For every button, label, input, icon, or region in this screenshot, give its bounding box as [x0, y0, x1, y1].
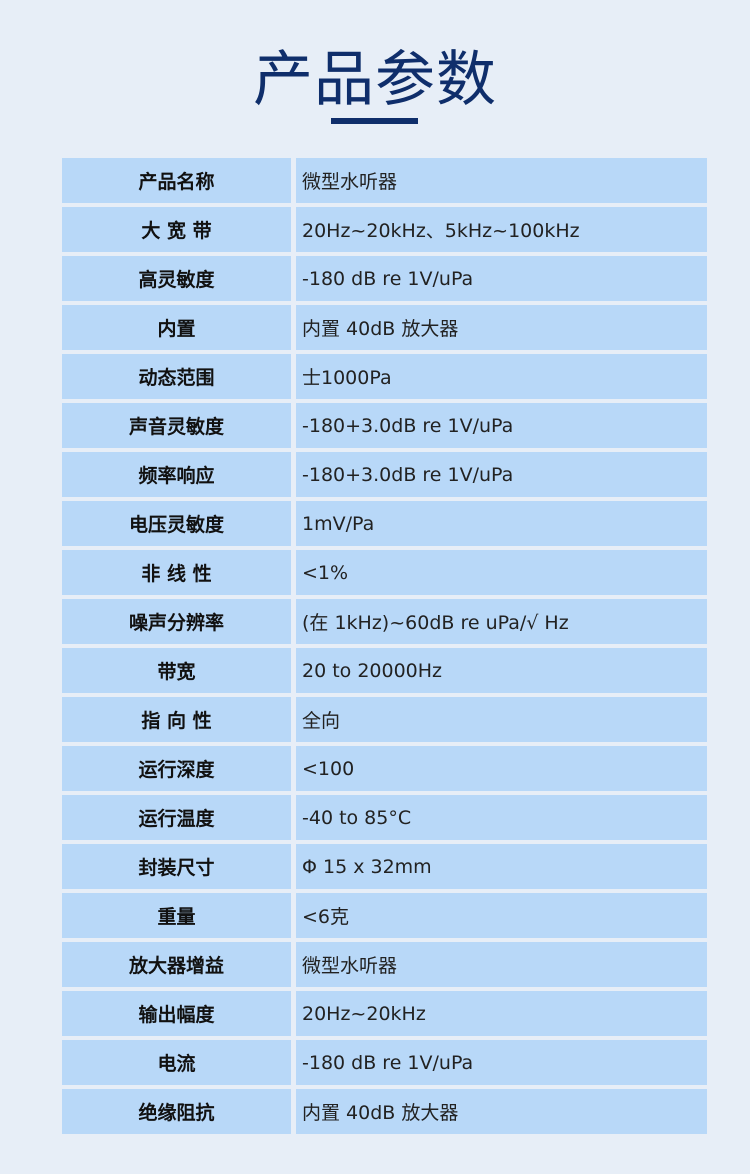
spec-label: 声音灵敏度: [62, 403, 291, 448]
spec-row: 指 向 性全向: [62, 697, 707, 742]
spec-value: -40 to 85°C: [296, 795, 707, 840]
spec-label: 放大器增益: [62, 942, 291, 987]
spec-value: 士1000Pa: [296, 354, 707, 399]
spec-label: 重量: [62, 893, 291, 938]
spec-row: 内置 内置 40dB 放大器: [62, 305, 707, 350]
spec-label: 运行温度: [62, 795, 291, 840]
spec-row: 频率响应 -180+3.0dB re 1V/uPa: [62, 452, 707, 497]
spec-label: 产品名称: [62, 158, 291, 203]
spec-label: 频率响应: [62, 452, 291, 497]
spec-row: 绝缘阻抗 内置 40dB 放大器: [62, 1089, 707, 1134]
spec-value: (在 1kHz)~60dB re uPa/√ Hz: [296, 599, 707, 644]
spec-value: -180+3.0dB re 1V/uPa: [296, 403, 707, 448]
spec-row: 运行温度 -40 to 85°C: [62, 795, 707, 840]
spec-row: 运行深度 <100: [62, 746, 707, 791]
spec-row: 噪声分辨率 (在 1kHz)~60dB re uPa/√ Hz: [62, 599, 707, 644]
spec-row: 非 线 性 <1%: [62, 550, 707, 595]
spec-label: 封装尺寸: [62, 844, 291, 889]
spec-label: 非 线 性: [62, 550, 291, 595]
spec-label: 大 宽 带: [62, 207, 291, 252]
spec-value: -180 dB re 1V/uPa: [296, 256, 707, 301]
spec-row: 重量 <6克: [62, 893, 707, 938]
spec-value: Φ 15 x 32mm: [296, 844, 707, 889]
spec-label: 高灵敏度: [62, 256, 291, 301]
spec-value: 微型水听器: [296, 158, 707, 203]
spec-value: <6克: [296, 893, 707, 938]
spec-value: 20Hz~20kHz: [296, 991, 707, 1036]
spec-label: 电流: [62, 1040, 291, 1085]
spec-value: 全向: [296, 697, 707, 742]
spec-row: 输出幅度 20Hz~20kHz: [62, 991, 707, 1036]
spec-value: 1mV/Pa: [296, 501, 707, 546]
spec-row: 高灵敏度 -180 dB re 1V/uPa: [62, 256, 707, 301]
spec-value: 微型水听器: [296, 942, 707, 987]
spec-row: 动态范围 士1000Pa: [62, 354, 707, 399]
spec-table: 产品名称 微型水听器大 宽 带 20Hz~20kHz、5kHz~100kHz 高灵敏度…: [62, 158, 707, 1138]
spec-label: 运行深度: [62, 746, 291, 791]
spec-label: 内置: [62, 305, 291, 350]
spec-label: 动态范围: [62, 354, 291, 399]
spec-row: 电压灵敏度 1mV/Pa: [62, 501, 707, 546]
spec-value: <100: [296, 746, 707, 791]
spec-label: 噪声分辨率: [62, 599, 291, 644]
spec-row: 电流 -180 dB re 1V/uPa: [62, 1040, 707, 1085]
spec-label: 绝缘阻抗: [62, 1089, 291, 1134]
spec-row: 大 宽 带 20Hz~20kHz、5kHz~100kHz: [62, 207, 707, 252]
spec-label: 指 向 性: [62, 697, 291, 742]
spec-value: -180 dB re 1V/uPa: [296, 1040, 707, 1085]
spec-row: 产品名称 微型水听器: [62, 158, 707, 203]
page-title: 产品参数: [253, 45, 497, 115]
spec-row: 声音灵敏度 -180+3.0dB re 1V/uPa: [62, 403, 707, 448]
spec-value: 内置 40dB 放大器: [296, 305, 707, 350]
spec-value: 20Hz~20kHz、5kHz~100kHz: [296, 207, 707, 252]
spec-row: 带宽 20 to 20000Hz: [62, 648, 707, 693]
spec-value: 内置 40dB 放大器: [296, 1089, 707, 1134]
spec-row: 放大器增益 微型水听器: [62, 942, 707, 987]
title-underline: [331, 118, 418, 124]
spec-label: 带宽: [62, 648, 291, 693]
spec-value: -180+3.0dB re 1V/uPa: [296, 452, 707, 497]
spec-value: <1%: [296, 550, 707, 595]
spec-label: 电压灵敏度: [62, 501, 291, 546]
spec-label: 输出幅度: [62, 991, 291, 1036]
spec-value: 20 to 20000Hz: [296, 648, 707, 693]
spec-row: 封装尺寸 Φ 15 x 32mm: [62, 844, 707, 889]
